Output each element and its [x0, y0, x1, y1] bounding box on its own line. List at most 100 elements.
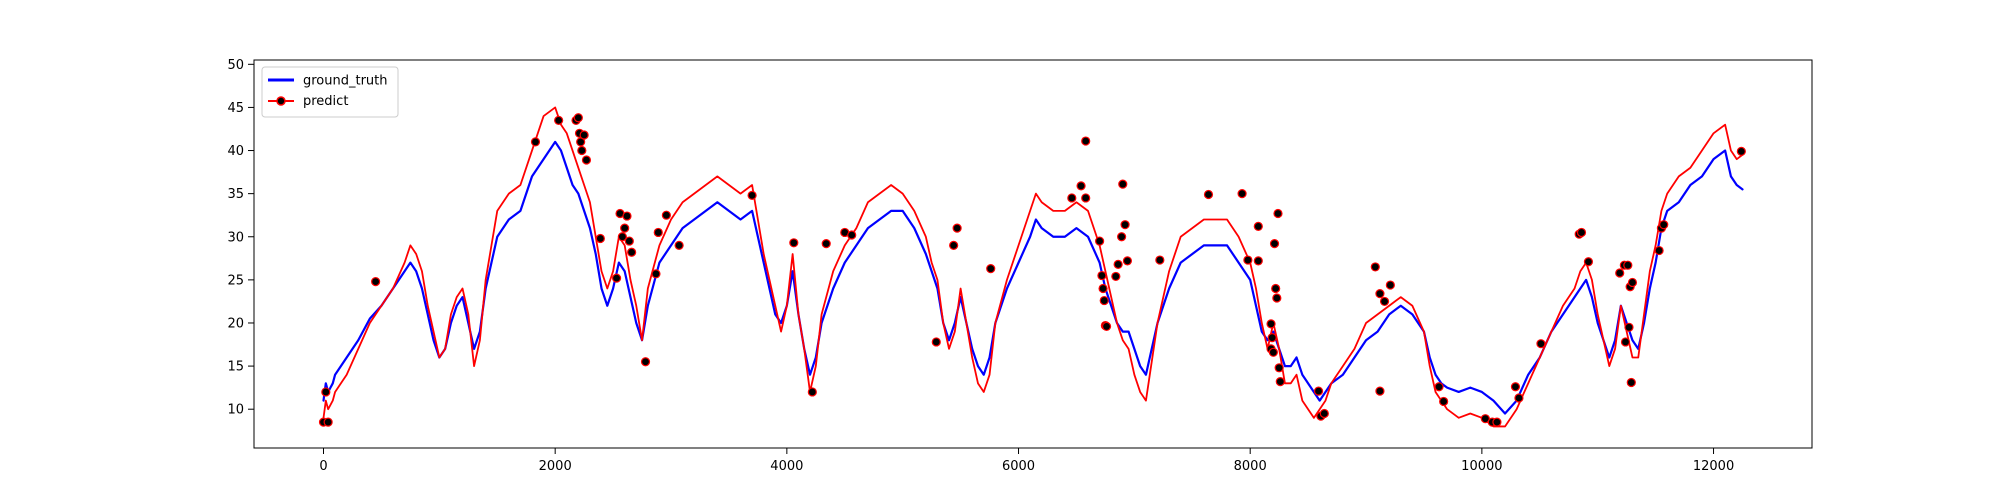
x-tick-label: 6000 [1002, 459, 1035, 474]
predict-marker [1492, 417, 1502, 427]
predict-marker [617, 232, 627, 242]
x-axis: 0 2000 4000 6000 8000 10000 12000 [319, 448, 1734, 474]
predict-marker [1099, 295, 1109, 306]
x-tick-label: 12000 [1693, 459, 1734, 474]
y-tick-label: 25 [227, 273, 244, 288]
predict-marker [1275, 377, 1285, 387]
predict-marker [1439, 396, 1449, 407]
predict-marker [595, 233, 605, 244]
ground-truth-line [322, 140, 1744, 415]
predict-marker [624, 236, 634, 246]
series-layer [322, 106, 1744, 428]
predict-marker [1379, 296, 1390, 307]
predict-marker [1271, 283, 1281, 294]
predict-marker [1076, 181, 1086, 191]
predict-marker [1319, 408, 1329, 419]
predict-marker [1536, 339, 1546, 349]
predict-marker [1627, 277, 1638, 288]
predict-marker [1654, 245, 1664, 256]
predict-marker [1313, 386, 1324, 396]
predict-marker [1267, 333, 1277, 343]
predict-marker [1155, 255, 1165, 265]
predict-marker [1113, 259, 1123, 269]
predict-marker [651, 269, 661, 279]
predict-marker [1253, 221, 1263, 232]
y-tick-label: 10 [227, 403, 244, 418]
predict-marker [554, 115, 564, 125]
predict-marker [807, 387, 817, 397]
predict-marker [949, 240, 959, 250]
predict-marker [1385, 280, 1395, 290]
predict-marker [1243, 255, 1253, 265]
predict-marker [674, 240, 684, 250]
predict-marker [661, 210, 671, 220]
legend-frame [261, 66, 399, 118]
y-tick-label: 20 [227, 316, 244, 331]
predict-line [322, 106, 1744, 428]
predict-marker [952, 223, 962, 233]
predict-marker [1375, 386, 1385, 396]
predict-marker [821, 239, 831, 249]
predict-marker [1659, 220, 1669, 230]
predict-marker [1253, 256, 1263, 266]
predict-marker [1118, 179, 1128, 189]
predict-marker [627, 247, 637, 257]
predict-marker [371, 276, 381, 287]
predict-marker [1120, 220, 1130, 230]
predict-marker [323, 417, 333, 427]
predict-marker [1266, 319, 1276, 329]
predict-marker [1203, 189, 1214, 200]
predict-marker [640, 357, 651, 367]
y-tick-label: 35 [227, 187, 244, 202]
predict-marker [1615, 268, 1625, 278]
x-tick-label: 0 [319, 459, 327, 474]
predict-marker [1510, 382, 1521, 392]
predict-marker [847, 230, 857, 240]
predict-marker [1081, 193, 1091, 203]
plot-area [253, 59, 1813, 449]
y-axis: 10 15 20 25 30 35 40 45 50 [227, 58, 254, 418]
predict-marker [1067, 193, 1077, 203]
predict-marker [1583, 257, 1594, 267]
predict-marker [530, 137, 541, 147]
predict-marker [1101, 321, 1112, 332]
x-tick-label: 8000 [1234, 459, 1267, 474]
predict-marker [986, 264, 996, 274]
predict-marker [1272, 293, 1282, 303]
legend: ground_truth predict [261, 66, 399, 118]
predict-marker [789, 238, 799, 248]
predict-marker [577, 145, 587, 156]
predict-marker [1626, 377, 1636, 388]
y-tick-label: 40 [227, 144, 244, 159]
predict-marker [931, 337, 941, 347]
predict-marker [573, 113, 583, 123]
y-tick-label: 45 [227, 101, 244, 116]
predict-marker [1736, 146, 1746, 156]
legend-predict-label: predict [303, 94, 348, 109]
predict-marker [321, 387, 331, 397]
predict-marker [1620, 337, 1631, 347]
predict-marker [622, 211, 632, 221]
predict-marker [1097, 270, 1107, 281]
predict-marker [620, 223, 630, 233]
predict-marker [1095, 236, 1105, 246]
predict-marker [579, 130, 589, 140]
predict-marker [1434, 382, 1444, 392]
predict-marker [1081, 136, 1091, 146]
x-tick-label: 2000 [539, 459, 572, 474]
predict-marker [1098, 283, 1108, 294]
predict-marker [747, 190, 757, 200]
predict-marker [1122, 256, 1133, 266]
predict-marker [1623, 260, 1633, 270]
axes-frame [253, 59, 1813, 449]
predict-marker [1273, 208, 1283, 219]
predict-marker [1576, 227, 1587, 238]
y-tick-label: 30 [227, 230, 244, 245]
predict-marker [611, 273, 622, 283]
predict-marker [1624, 322, 1634, 332]
predict-marker [581, 155, 592, 165]
predict-marker [653, 227, 663, 238]
legend-predict-marker [276, 96, 286, 106]
predict-marker [1370, 262, 1380, 272]
